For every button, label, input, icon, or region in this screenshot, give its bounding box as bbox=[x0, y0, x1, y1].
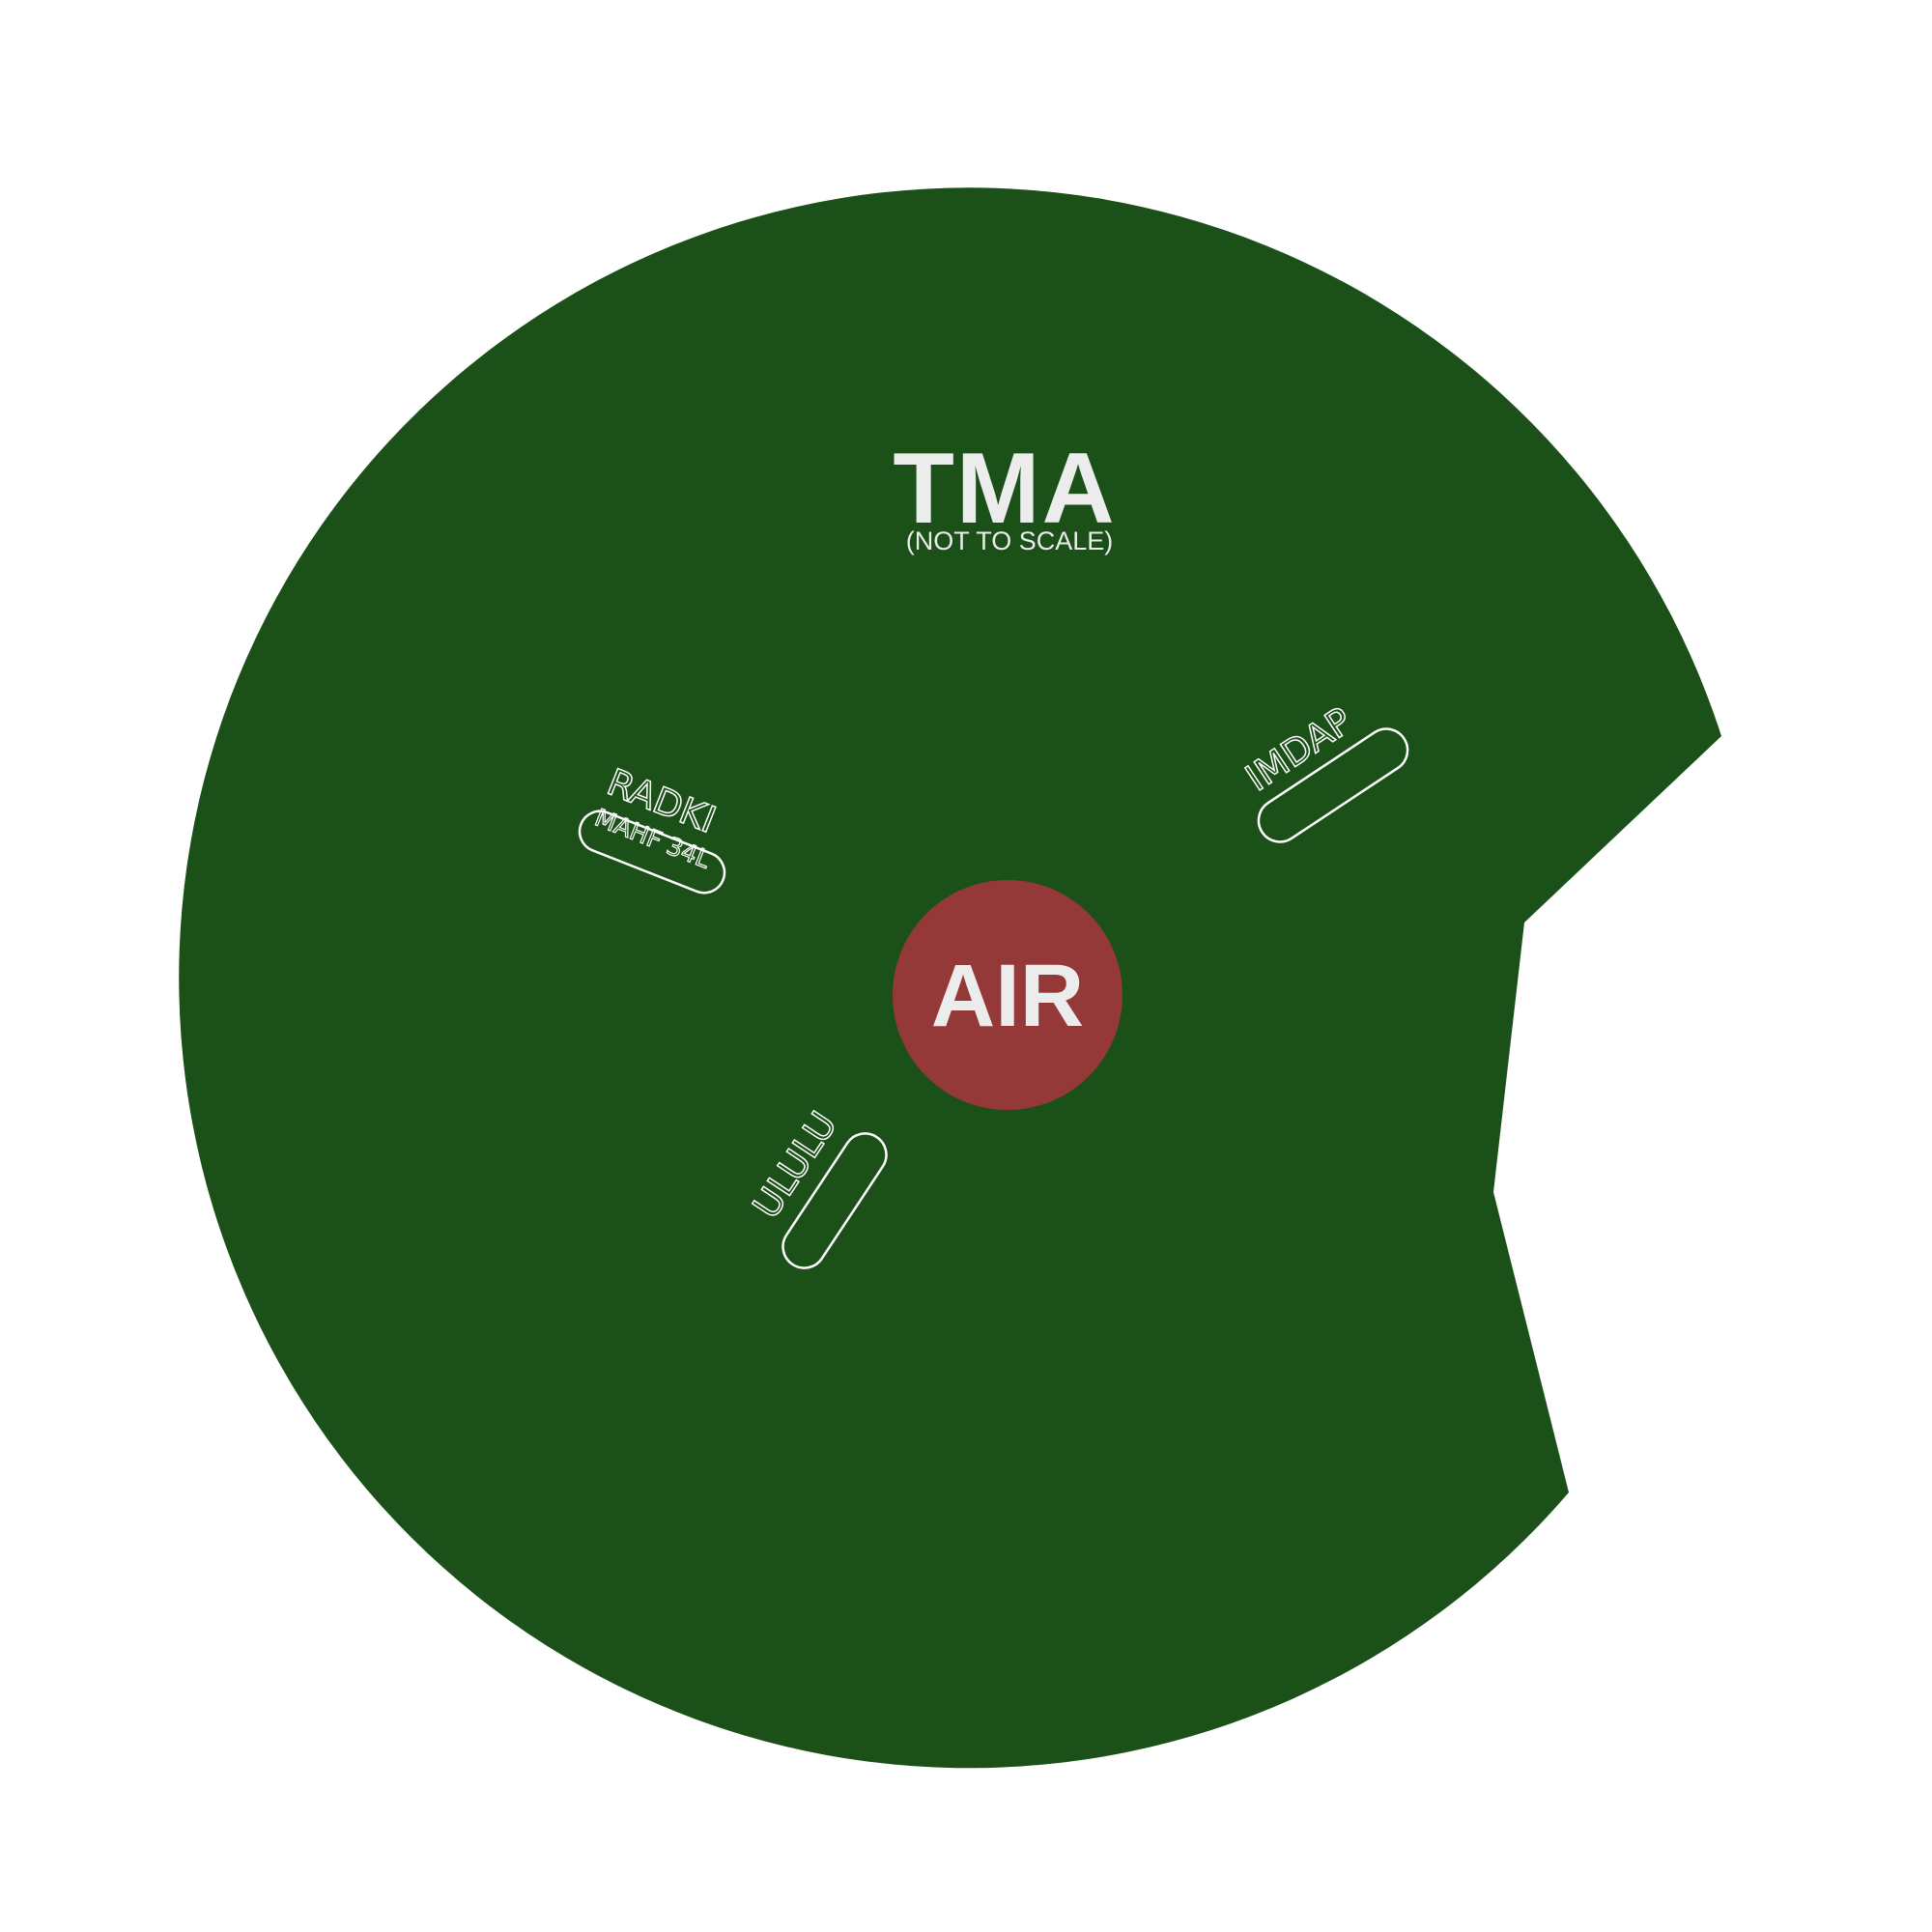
airport-label: AIR bbox=[931, 947, 1084, 1045]
airport-circle bbox=[893, 880, 1122, 1110]
airport-marker[interactable]: AIR bbox=[893, 880, 1122, 1110]
fix-imdap-holding-icon bbox=[1257, 727, 1409, 843]
fix-ululu-holding-icon bbox=[781, 1132, 888, 1269]
fix-radki-holding-icon bbox=[578, 810, 726, 895]
map-title: TMA bbox=[893, 433, 1116, 545]
map-subtitle: (NOT TO SCALE) bbox=[906, 526, 1114, 555]
